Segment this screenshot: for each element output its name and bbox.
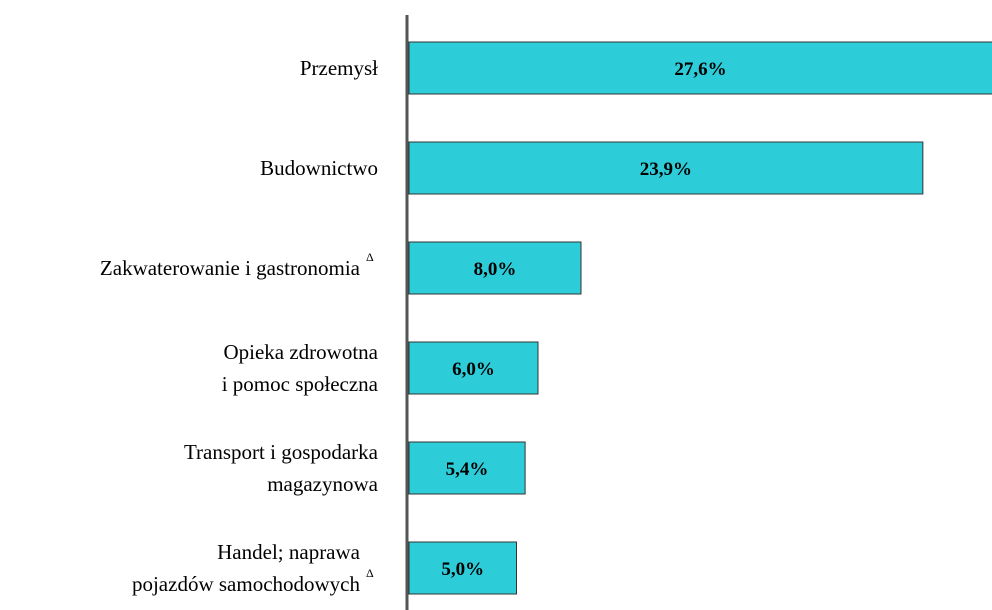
value-label: 5,4% — [446, 459, 489, 480]
bar — [408, 241, 582, 295]
category-line: pojazdów samochodowych — [132, 572, 361, 596]
value-label: 8,0% — [474, 259, 517, 280]
bar — [408, 41, 992, 95]
category-line: Handel; naprawa — [217, 540, 361, 564]
category-label: Handel; naprawa — [217, 540, 361, 564]
category-line: Przemysł — [300, 56, 378, 80]
category-label: i pomoc społeczna — [222, 372, 379, 396]
value-label: 5,0% — [441, 559, 484, 580]
value-label: 23,9% — [640, 159, 692, 180]
bar — [408, 441, 526, 495]
category-label: Transport i gospodarka — [184, 440, 379, 464]
category-label: magazynowa — [267, 472, 378, 496]
category-line: Zakwaterowanie i gastronomia — [100, 256, 361, 280]
category-label: Przemysł — [300, 56, 378, 80]
category-label: Opieka zdrowotna — [223, 340, 378, 364]
value-label: 27,6% — [674, 59, 726, 80]
bar — [408, 541, 517, 595]
category-line: Opieka zdrowotna — [223, 340, 378, 364]
value-label: 6,0% — [452, 359, 495, 380]
category-label: pojazdów samochodowych — [132, 572, 361, 596]
category-line: i pomoc społeczna — [222, 372, 379, 396]
bar — [408, 141, 924, 195]
category-label: Budownictwo — [260, 156, 378, 180]
category-mark: Δ — [366, 566, 374, 580]
category-line: Transport i gospodarka — [184, 440, 379, 464]
category-label: Zakwaterowanie i gastronomia — [100, 256, 361, 280]
bar — [408, 341, 539, 395]
category-mark: Δ — [366, 250, 374, 264]
category-line: Budownictwo — [260, 156, 378, 180]
category-line: magazynowa — [267, 472, 378, 496]
